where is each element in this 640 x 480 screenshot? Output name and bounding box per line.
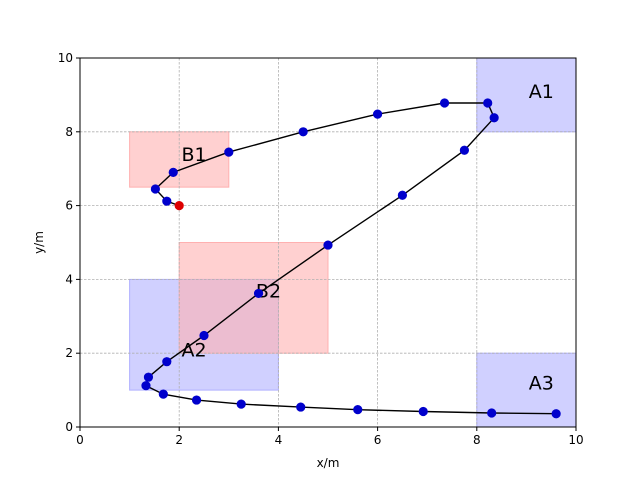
trajectory-point	[483, 98, 493, 108]
trajectory-point	[143, 372, 154, 382]
trajectory-point	[224, 147, 234, 157]
x-tick-label: 2	[175, 433, 183, 447]
y-tick-label: 4	[65, 272, 73, 286]
trajectory-point	[418, 406, 428, 417]
plot-frame	[79, 57, 577, 428]
region-label-a2: A2	[182, 340, 207, 362]
trajectory-point	[373, 109, 383, 119]
x-tick-label: 8	[473, 433, 481, 447]
trajectory-point	[162, 196, 172, 206]
trajectory-point	[168, 167, 178, 177]
trajectory-point	[397, 190, 408, 200]
region-label-a3: A3	[529, 373, 554, 395]
trajectory-point	[236, 399, 246, 409]
trajectory-point	[551, 409, 561, 419]
path-layer	[141, 98, 561, 419]
trajectory-point	[158, 389, 168, 399]
x-tick-label: 0	[76, 433, 84, 447]
trajectory-point	[150, 184, 160, 194]
y-tick-label: 8	[65, 125, 73, 139]
y-tick-label: 10	[58, 51, 73, 65]
trajectory-point	[199, 330, 209, 341]
trajectory-point	[296, 402, 306, 412]
region-label-a1: A1	[529, 81, 554, 103]
trajectory-line	[145, 102, 557, 415]
x-tick-label: 6	[374, 433, 382, 447]
y-tick-label: 2	[65, 346, 73, 360]
trajectory-point	[162, 357, 172, 367]
trajectory-point	[191, 395, 202, 405]
trajectory-point	[253, 288, 264, 299]
x-tick-label: 4	[275, 433, 283, 447]
trajectory-point	[489, 113, 499, 123]
y-tick-label: 0	[65, 420, 73, 434]
trajectory-point	[141, 381, 151, 391]
start-point	[174, 201, 184, 211]
x-tick-label: 10	[568, 433, 583, 447]
trajectory-point	[323, 240, 333, 250]
trajectory-point	[298, 127, 308, 137]
region-label-b2: B2	[256, 280, 281, 302]
region-label-b1: B1	[182, 144, 207, 166]
y-axis-label: y/m	[32, 231, 46, 254]
x-axis-label: x/m	[317, 456, 340, 470]
ticks-layer: 0 2 4 6 8 10 0 2 4 6 8 10	[58, 51, 584, 447]
regions-layer	[129, 57, 577, 428]
trajectory-point	[353, 405, 363, 415]
trajectory-point	[459, 145, 470, 155]
trajectory-point	[487, 408, 497, 418]
y-tick-label: 6	[65, 199, 73, 213]
trajectory-point	[439, 98, 450, 108]
region-labels-layer: A1 A2 A3 B1 B2	[182, 81, 554, 395]
